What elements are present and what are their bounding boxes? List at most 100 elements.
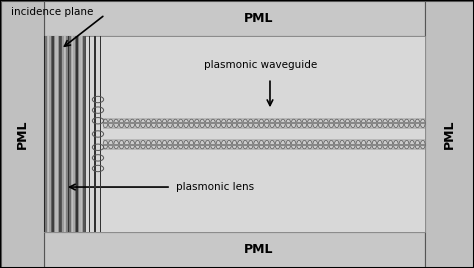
Bar: [58, 36, 59, 232]
Ellipse shape: [399, 140, 403, 149]
Ellipse shape: [125, 140, 129, 149]
Ellipse shape: [232, 140, 237, 149]
Bar: [103, 139, 426, 150]
Ellipse shape: [356, 119, 361, 128]
Bar: [72, 36, 73, 232]
Ellipse shape: [130, 140, 135, 149]
Ellipse shape: [125, 119, 129, 128]
Ellipse shape: [286, 140, 291, 149]
Ellipse shape: [254, 119, 258, 128]
Bar: [54, 36, 55, 232]
Ellipse shape: [313, 119, 318, 128]
Bar: [55, 36, 56, 232]
Ellipse shape: [119, 119, 124, 128]
Ellipse shape: [292, 119, 296, 128]
Bar: [64, 36, 65, 232]
Ellipse shape: [361, 119, 366, 128]
Ellipse shape: [259, 119, 264, 128]
Bar: [79, 36, 81, 232]
Ellipse shape: [399, 119, 403, 128]
Ellipse shape: [270, 119, 274, 128]
Bar: [44, 232, 426, 267]
Ellipse shape: [388, 140, 393, 149]
Ellipse shape: [367, 119, 371, 128]
Ellipse shape: [329, 140, 334, 149]
Bar: [103, 122, 426, 124]
Text: plasmonic waveguide: plasmonic waveguide: [204, 60, 317, 70]
Ellipse shape: [146, 119, 151, 128]
Bar: [103, 144, 426, 146]
Ellipse shape: [254, 140, 258, 149]
Ellipse shape: [361, 140, 366, 149]
Bar: [81, 36, 82, 232]
Ellipse shape: [237, 140, 242, 149]
Ellipse shape: [367, 140, 371, 149]
Ellipse shape: [324, 140, 328, 149]
Ellipse shape: [292, 140, 296, 149]
Ellipse shape: [184, 119, 188, 128]
Bar: [100, 36, 101, 232]
Ellipse shape: [178, 140, 183, 149]
Text: incidence plane: incidence plane: [11, 7, 93, 17]
Bar: [48, 36, 49, 232]
Ellipse shape: [211, 140, 215, 149]
Ellipse shape: [109, 140, 113, 149]
Ellipse shape: [136, 119, 140, 128]
Bar: [82, 36, 83, 232]
Bar: [426, 1, 473, 267]
Bar: [66, 36, 68, 232]
Ellipse shape: [286, 119, 291, 128]
Ellipse shape: [178, 119, 183, 128]
Ellipse shape: [237, 119, 242, 128]
Ellipse shape: [319, 119, 323, 128]
Bar: [46, 36, 48, 232]
Text: PML: PML: [443, 119, 456, 149]
Ellipse shape: [200, 140, 204, 149]
Ellipse shape: [194, 140, 199, 149]
Ellipse shape: [205, 119, 210, 128]
Ellipse shape: [383, 140, 387, 149]
Ellipse shape: [393, 119, 398, 128]
Ellipse shape: [152, 119, 156, 128]
Ellipse shape: [340, 140, 345, 149]
Bar: [65, 36, 66, 232]
Ellipse shape: [340, 119, 345, 128]
Bar: [103, 118, 426, 129]
Bar: [71, 36, 72, 232]
Ellipse shape: [248, 119, 253, 128]
Ellipse shape: [216, 140, 221, 149]
Ellipse shape: [109, 119, 113, 128]
Ellipse shape: [410, 119, 414, 128]
Ellipse shape: [345, 140, 350, 149]
Ellipse shape: [388, 119, 393, 128]
Bar: [76, 36, 78, 232]
Bar: [44, 36, 426, 232]
Bar: [85, 36, 86, 232]
Ellipse shape: [372, 119, 377, 128]
Ellipse shape: [211, 119, 215, 128]
Ellipse shape: [130, 119, 135, 128]
Ellipse shape: [297, 119, 301, 128]
Ellipse shape: [152, 140, 156, 149]
Ellipse shape: [221, 119, 226, 128]
Ellipse shape: [308, 119, 312, 128]
Ellipse shape: [335, 140, 339, 149]
Ellipse shape: [157, 140, 162, 149]
Bar: [83, 36, 85, 232]
Ellipse shape: [184, 140, 188, 149]
Ellipse shape: [189, 140, 194, 149]
Ellipse shape: [243, 119, 247, 128]
Ellipse shape: [329, 119, 334, 128]
Ellipse shape: [264, 119, 269, 128]
Ellipse shape: [324, 119, 328, 128]
Ellipse shape: [157, 119, 162, 128]
Ellipse shape: [372, 140, 377, 149]
Bar: [44, 36, 45, 232]
Ellipse shape: [281, 119, 285, 128]
Bar: [69, 36, 71, 232]
Ellipse shape: [173, 119, 178, 128]
Ellipse shape: [168, 119, 172, 128]
Ellipse shape: [243, 140, 247, 149]
Ellipse shape: [146, 140, 151, 149]
Ellipse shape: [356, 140, 361, 149]
